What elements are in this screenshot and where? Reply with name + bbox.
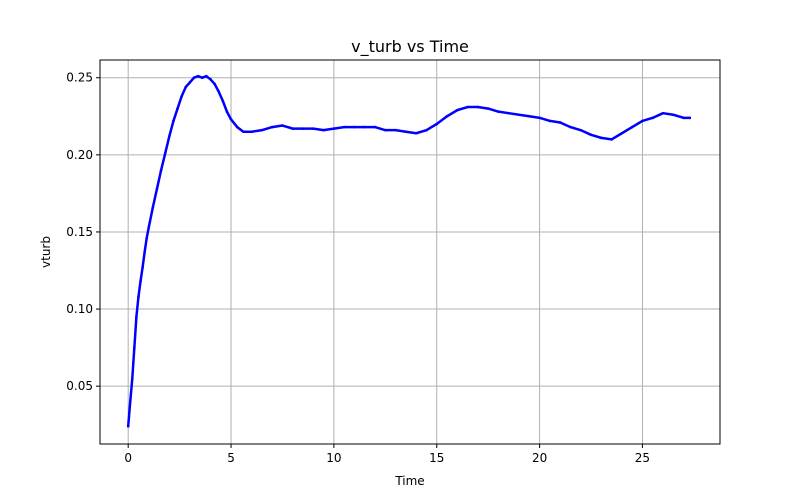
data-point — [688, 116, 692, 120]
data-point — [137, 295, 140, 299]
data-point — [476, 105, 480, 109]
plot-frame — [99, 59, 721, 445]
data-point — [558, 121, 562, 124]
data-point — [184, 85, 188, 89]
x-tick-label: 0 — [124, 451, 132, 465]
data-point — [217, 90, 220, 93]
data-point — [672, 113, 675, 117]
data-point — [133, 346, 136, 349]
data-point — [538, 116, 541, 120]
data-point — [600, 136, 603, 140]
data-point — [394, 128, 397, 132]
data-point — [466, 105, 469, 109]
y-axis-label: vturb — [39, 236, 53, 268]
chart-title: v_turb vs Time — [351, 37, 469, 57]
series-layer — [126, 74, 692, 428]
data-point — [630, 125, 634, 129]
data-point — [651, 116, 655, 120]
data-point — [363, 125, 367, 129]
data-point — [332, 127, 336, 130]
data-point — [497, 110, 500, 113]
data-point — [579, 128, 583, 132]
data-point — [384, 128, 387, 132]
data-point — [301, 127, 305, 130]
data-point — [151, 205, 155, 209]
data-point — [131, 377, 134, 380]
data-point — [155, 187, 159, 191]
y-tick-label: 0.15 — [66, 225, 93, 239]
data-point — [548, 119, 552, 123]
data-point — [281, 124, 284, 127]
ticks: 0 5 10 15 20 25 0.05 0.10 0.15 0.20 0.25 — [66, 71, 650, 465]
y-tick-label: 0.10 — [66, 302, 93, 316]
data-point — [225, 110, 229, 113]
x-tick-label: 25 — [635, 451, 650, 465]
data-point — [353, 125, 356, 129]
data-point — [147, 226, 151, 229]
data-point — [661, 111, 665, 115]
y-tick-label: 0.25 — [66, 71, 93, 85]
data-point — [143, 250, 146, 254]
data-point — [221, 99, 225, 103]
data-point — [126, 424, 130, 428]
data-point — [528, 114, 531, 118]
data-point — [610, 138, 613, 141]
data-point — [200, 76, 204, 80]
data-point — [589, 133, 593, 137]
data-point — [168, 135, 171, 138]
data-point — [517, 113, 521, 117]
data-point — [404, 130, 408, 134]
data-point — [641, 119, 644, 123]
data-point — [486, 107, 490, 110]
data-point — [163, 152, 167, 155]
data-point — [445, 114, 449, 118]
data-point — [205, 74, 208, 78]
data-point — [507, 111, 511, 115]
data-point — [682, 116, 685, 120]
data-point — [235, 125, 239, 129]
data-point — [188, 81, 192, 84]
x-tick-label: 15 — [429, 451, 444, 465]
y-tick-label: 0.05 — [66, 379, 93, 393]
data-point — [312, 127, 315, 130]
data-point — [456, 108, 459, 112]
x-axis-label: Time — [394, 474, 424, 488]
data-point — [620, 131, 624, 135]
data-point — [569, 125, 572, 129]
data-point — [192, 76, 196, 80]
data-point — [229, 118, 233, 121]
data-point — [260, 128, 264, 132]
data-point — [242, 130, 245, 134]
data-point — [196, 74, 200, 78]
data-point — [159, 168, 163, 172]
data-point — [373, 125, 377, 129]
data-point — [139, 280, 142, 283]
data-point — [209, 77, 212, 81]
data-point — [435, 122, 439, 126]
x-tick-label: 10 — [326, 451, 341, 465]
data-point — [145, 236, 148, 240]
data-point — [180, 94, 183, 98]
data-point — [291, 127, 295, 130]
y-tick-label: 0.20 — [66, 148, 93, 162]
data-point — [414, 131, 418, 135]
data-point — [176, 107, 179, 110]
x-tick-label: 5 — [227, 451, 235, 465]
data-point — [135, 315, 138, 319]
data-point — [270, 125, 274, 129]
data-point — [342, 125, 346, 129]
data-point — [141, 266, 144, 269]
data-point — [172, 119, 175, 123]
data-point — [213, 82, 216, 86]
data-point — [250, 130, 253, 134]
data-point — [128, 400, 132, 403]
data-point — [425, 128, 428, 132]
data-point — [322, 128, 325, 132]
x-tick-label: 20 — [532, 451, 547, 465]
